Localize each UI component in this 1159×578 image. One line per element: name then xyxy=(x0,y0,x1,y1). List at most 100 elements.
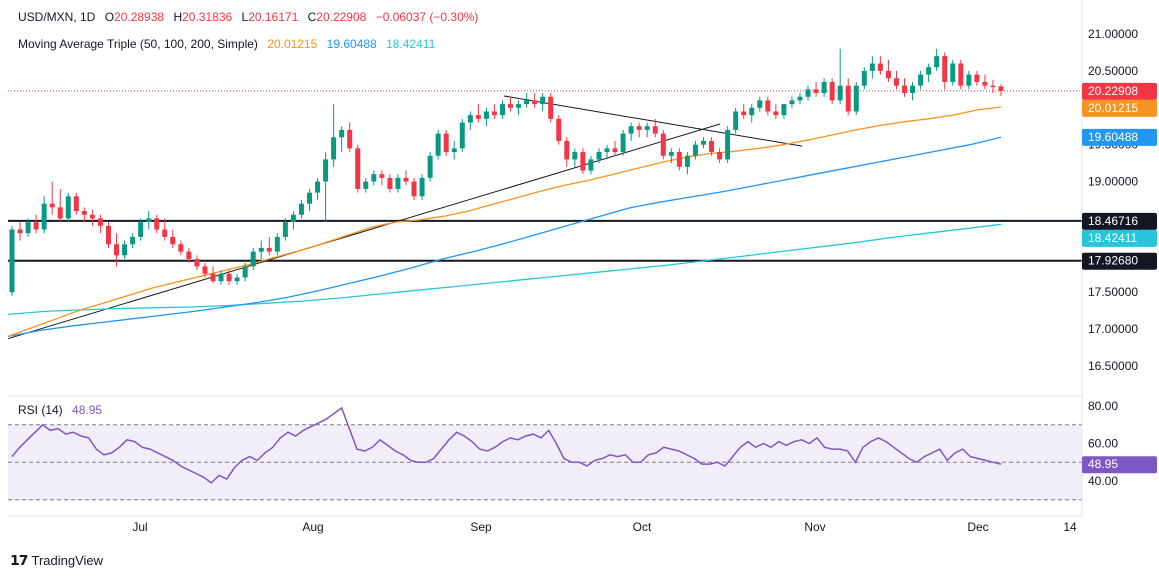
candle[interactable] xyxy=(170,229,176,248)
candle[interactable] xyxy=(532,93,538,108)
candle[interactable] xyxy=(910,81,916,101)
candle[interactable] xyxy=(9,225,15,296)
candle[interactable] xyxy=(813,81,819,97)
candle[interactable] xyxy=(660,129,666,160)
candle[interactable] xyxy=(668,148,674,164)
candle[interactable] xyxy=(307,188,312,212)
candle[interactable] xyxy=(339,126,345,153)
candle[interactable] xyxy=(435,129,441,160)
candle[interactable] xyxy=(194,255,200,271)
candle[interactable] xyxy=(363,177,369,193)
candle[interactable] xyxy=(105,222,111,248)
tradingview-footer[interactable]: 𝟭𝟳 TradingView xyxy=(10,552,103,569)
candle[interactable] xyxy=(717,148,723,164)
candle[interactable] xyxy=(990,79,996,94)
candle[interactable] xyxy=(540,93,546,112)
candle[interactable] xyxy=(97,214,103,234)
candle[interactable] xyxy=(491,104,497,119)
candle[interactable] xyxy=(934,48,940,71)
candle[interactable] xyxy=(210,266,216,284)
candle[interactable] xyxy=(387,174,393,193)
candle[interactable] xyxy=(347,122,353,153)
candle[interactable] xyxy=(757,96,763,112)
candle[interactable] xyxy=(604,144,610,160)
candle[interactable] xyxy=(89,209,95,226)
candle[interactable] xyxy=(323,152,329,223)
candle[interactable] xyxy=(427,152,433,182)
candle[interactable] xyxy=(371,170,377,186)
candle[interactable] xyxy=(885,59,891,82)
candle[interactable] xyxy=(451,140,457,160)
candle[interactable] xyxy=(467,111,473,130)
candle[interactable] xyxy=(499,100,505,119)
candle[interactable] xyxy=(33,214,39,234)
candle[interactable] xyxy=(789,96,795,108)
candle[interactable] xyxy=(588,155,594,175)
candle[interactable] xyxy=(274,233,280,256)
candle[interactable] xyxy=(411,177,417,200)
candle[interactable] xyxy=(146,211,152,230)
candle[interactable] xyxy=(636,122,642,138)
candle[interactable] xyxy=(483,107,489,127)
candle[interactable] xyxy=(162,218,168,241)
candle[interactable] xyxy=(821,78,827,97)
candle[interactable] xyxy=(877,56,883,75)
candle[interactable] xyxy=(741,104,747,119)
candle[interactable] xyxy=(902,78,908,97)
candle[interactable] xyxy=(331,104,337,167)
candle[interactable] xyxy=(749,104,755,123)
candle[interactable] xyxy=(853,81,859,116)
candle[interactable] xyxy=(684,152,690,175)
candle[interactable] xyxy=(861,67,867,90)
candle[interactable] xyxy=(829,78,835,105)
candle[interactable] xyxy=(242,262,248,282)
candle[interactable] xyxy=(508,96,514,112)
candle[interactable] xyxy=(950,59,956,86)
candle[interactable] xyxy=(475,104,481,123)
ascending-trendline[interactable] xyxy=(7,123,721,340)
candle[interactable] xyxy=(459,118,465,153)
candle[interactable] xyxy=(692,140,698,160)
candle[interactable] xyxy=(234,273,240,285)
candle[interactable] xyxy=(998,84,1004,96)
candle[interactable] xyxy=(218,270,224,285)
candle[interactable] xyxy=(548,93,554,123)
candle[interactable] xyxy=(652,118,658,138)
candle[interactable] xyxy=(773,104,779,119)
candle[interactable] xyxy=(315,177,321,200)
candle[interactable] xyxy=(701,137,706,149)
candle[interactable] xyxy=(41,196,47,234)
candle[interactable] xyxy=(620,129,626,156)
candle[interactable] xyxy=(443,129,449,156)
candle[interactable] xyxy=(250,247,256,271)
candle[interactable] xyxy=(202,262,208,278)
candle[interactable] xyxy=(805,85,811,101)
candle[interactable] xyxy=(122,240,128,260)
candle[interactable] xyxy=(81,207,87,223)
candle[interactable] xyxy=(974,70,980,86)
candle[interactable] xyxy=(290,211,296,230)
candle[interactable] xyxy=(154,214,160,234)
candle[interactable] xyxy=(797,93,803,105)
candle[interactable] xyxy=(178,240,184,256)
candle[interactable] xyxy=(114,233,120,267)
candle[interactable] xyxy=(676,148,682,171)
candle[interactable] xyxy=(516,100,522,116)
candle[interactable] xyxy=(226,270,232,285)
candle[interactable] xyxy=(926,63,932,82)
candle[interactable] xyxy=(138,218,144,241)
candle[interactable] xyxy=(65,192,71,223)
candle[interactable] xyxy=(837,48,843,105)
candle[interactable] xyxy=(893,70,899,90)
candle[interactable] xyxy=(73,192,79,215)
candle[interactable] xyxy=(580,148,586,175)
candle[interactable] xyxy=(733,107,739,134)
candle[interactable] xyxy=(564,137,570,167)
candle[interactable] xyxy=(556,115,562,145)
candle[interactable] xyxy=(765,96,771,116)
candle[interactable] xyxy=(379,170,385,186)
candle[interactable] xyxy=(403,170,409,186)
candle[interactable] xyxy=(958,59,964,90)
candle[interactable] xyxy=(17,222,23,241)
candle[interactable] xyxy=(982,74,988,90)
